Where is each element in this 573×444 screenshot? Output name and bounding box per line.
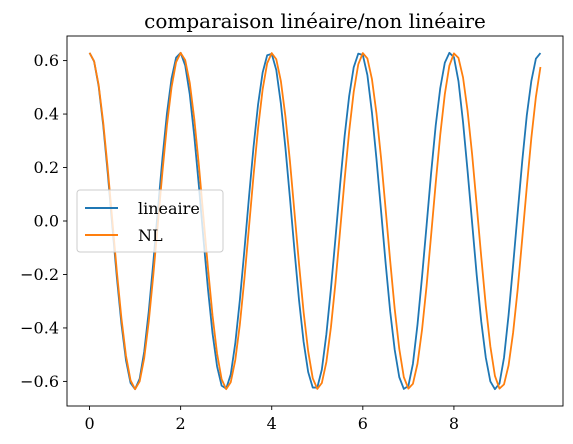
y-tick-label: 0.2 [34, 158, 59, 177]
y-tick-label: −0.6 [20, 372, 59, 391]
x-tick-label: 8 [449, 414, 459, 433]
y-tick-label: 0.6 [34, 51, 59, 70]
legend-label-lineaire: lineaire [138, 199, 200, 218]
legend-label-nl: NL [138, 226, 163, 245]
x-tick-label: 0 [84, 414, 94, 433]
x-tick-label: 6 [358, 414, 368, 433]
y-tick-label: 0.4 [34, 105, 59, 124]
x-tick-label: 4 [267, 414, 277, 433]
series-layer [88, 51, 542, 391]
series-line-lineaire [88, 51, 542, 391]
legend: lineaire NL [76, 189, 224, 253]
y-tick-label: −0.4 [20, 318, 59, 337]
y-tick-label: 0.0 [34, 212, 59, 231]
chart-title: comparaison linéaire/non linéaire [144, 9, 486, 33]
axes-layer: 0 2 4 6 8 −0.6 −0.4 −0.2 0.0 0.2 0.4 0.6 [20, 51, 459, 433]
legend-box [76, 189, 224, 253]
series-line-nl [88, 51, 542, 391]
y-tick-label: −0.2 [20, 265, 59, 284]
x-tick-label: 2 [176, 414, 186, 433]
